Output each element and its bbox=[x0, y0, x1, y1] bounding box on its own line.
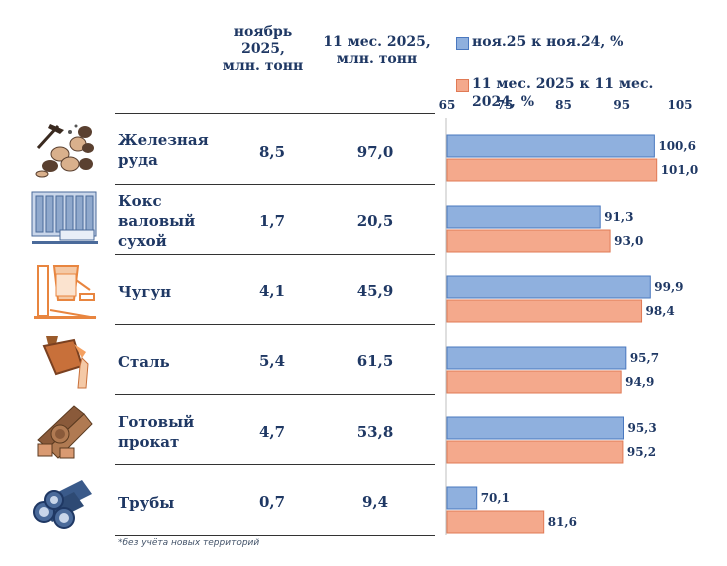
row-name-steel: Сталь bbox=[118, 353, 170, 371]
value-nov-pig-iron: 4,1 bbox=[258, 282, 286, 300]
steel-ladle-icon bbox=[30, 330, 100, 394]
x-tick-label: 95 bbox=[613, 98, 630, 112]
row-name-rolled-products: Готовый прокат bbox=[118, 413, 195, 451]
legend-label-series2: 11 мес. 2025 к 11 мес. 2024, % bbox=[472, 76, 654, 110]
data-label-series2-2: 98,4 bbox=[646, 304, 675, 318]
row-name-pig-iron: Чугун bbox=[118, 283, 172, 301]
row-divider bbox=[115, 324, 435, 325]
row-name-coke: Кокс валовый сухой bbox=[118, 192, 196, 250]
row-divider bbox=[115, 464, 435, 465]
row-name-iron-ore: Железная руда bbox=[118, 131, 209, 169]
row-divider bbox=[115, 254, 435, 255]
value-11m-coke: 20,5 bbox=[356, 212, 394, 230]
data-label-series1-4: 95,3 bbox=[627, 421, 656, 435]
data-label-series2-1: 93,0 bbox=[614, 234, 643, 248]
bar-series1-4 bbox=[446, 416, 624, 440]
row-divider bbox=[115, 394, 435, 395]
data-label-series1-2: 99,9 bbox=[654, 280, 683, 294]
header-november-2025: ноябрь 2025, млн. тонн bbox=[222, 24, 304, 74]
legend-swatch-series2 bbox=[456, 79, 469, 92]
data-label-series1-3: 95,7 bbox=[630, 351, 659, 365]
value-11m-rolled-products: 53,8 bbox=[356, 423, 394, 441]
header-11-months-2025: 11 мес. 2025, млн. тонн bbox=[323, 34, 431, 67]
coke-battery-icon bbox=[30, 188, 100, 252]
data-label-series2-3: 94,9 bbox=[625, 375, 654, 389]
bar-series2-4 bbox=[446, 440, 624, 464]
x-tick-label: 75 bbox=[497, 98, 514, 112]
header-rule bbox=[115, 113, 435, 114]
value-nov-iron-ore: 8,5 bbox=[258, 143, 286, 161]
row-divider bbox=[115, 184, 435, 185]
value-nov-coke: 1,7 bbox=[258, 212, 286, 230]
value-11m-iron-ore: 97,0 bbox=[356, 143, 394, 161]
blast-furnace-icon bbox=[30, 260, 100, 326]
bottom-rule bbox=[115, 535, 435, 536]
value-11m-steel: 61,5 bbox=[356, 352, 394, 370]
data-label-series1-5: 70,1 bbox=[481, 491, 510, 505]
data-label-series1-0: 100,6 bbox=[658, 139, 696, 153]
rolled-products-icon bbox=[30, 396, 100, 466]
value-nov-steel: 5,4 bbox=[258, 352, 286, 370]
value-nov-pipes: 0,7 bbox=[258, 493, 286, 511]
footnote: *без учёта новых территорий bbox=[118, 538, 260, 548]
x-tick-label: 85 bbox=[555, 98, 572, 112]
bar-series2-1 bbox=[446, 229, 611, 253]
bar-series2-3 bbox=[446, 370, 622, 394]
legend-label-series1: ноя.25 к ноя.24, % bbox=[472, 34, 624, 50]
bar-series1-2 bbox=[446, 275, 651, 299]
x-tick-label: 105 bbox=[667, 98, 692, 112]
data-label-series2-5: 81,6 bbox=[548, 515, 577, 529]
pipes-icon bbox=[30, 474, 100, 538]
row-name-pipes: Трубы bbox=[118, 494, 175, 512]
data-label-series2-0: 101,0 bbox=[661, 163, 699, 177]
bar-series2-2 bbox=[446, 299, 643, 323]
value-nov-rolled-products: 4,7 bbox=[258, 423, 286, 441]
bar-series1-0 bbox=[446, 134, 655, 158]
bar-series1-5 bbox=[446, 486, 478, 510]
legend-swatch-series1 bbox=[456, 37, 469, 50]
bar-series1-3 bbox=[446, 346, 627, 370]
data-label-series1-1: 91,3 bbox=[604, 210, 633, 224]
x-tick-label: 65 bbox=[439, 98, 456, 112]
bar-series2-0 bbox=[446, 158, 658, 182]
data-label-series2-4: 95,2 bbox=[627, 445, 656, 459]
bar-series2-5 bbox=[446, 510, 545, 534]
bar-series1-1 bbox=[446, 205, 601, 229]
value-11m-pipes: 9,4 bbox=[361, 493, 389, 511]
value-11m-pig-iron: 45,9 bbox=[356, 282, 394, 300]
iron-ore-icon bbox=[30, 118, 100, 182]
